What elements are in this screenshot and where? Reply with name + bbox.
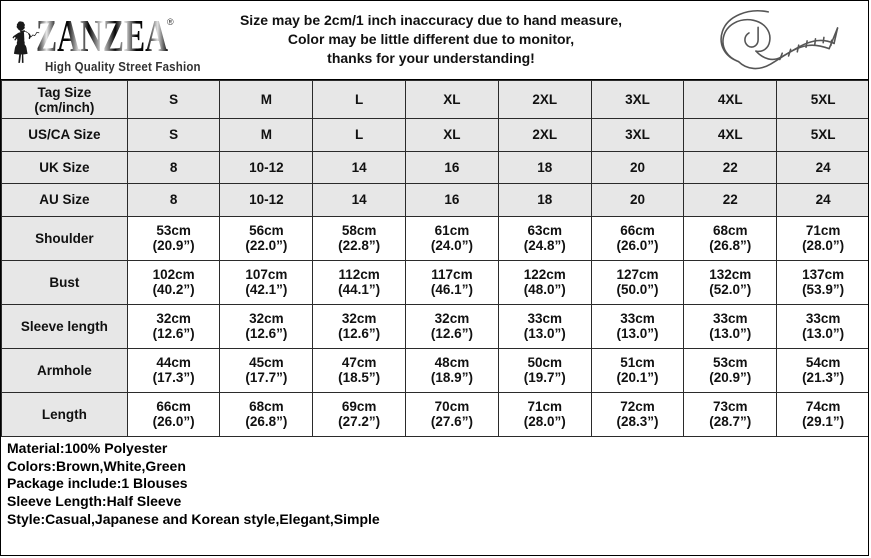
svg-text:®: ®: [167, 17, 174, 27]
svg-text:ZANZEA: ZANZEA: [36, 10, 168, 59]
